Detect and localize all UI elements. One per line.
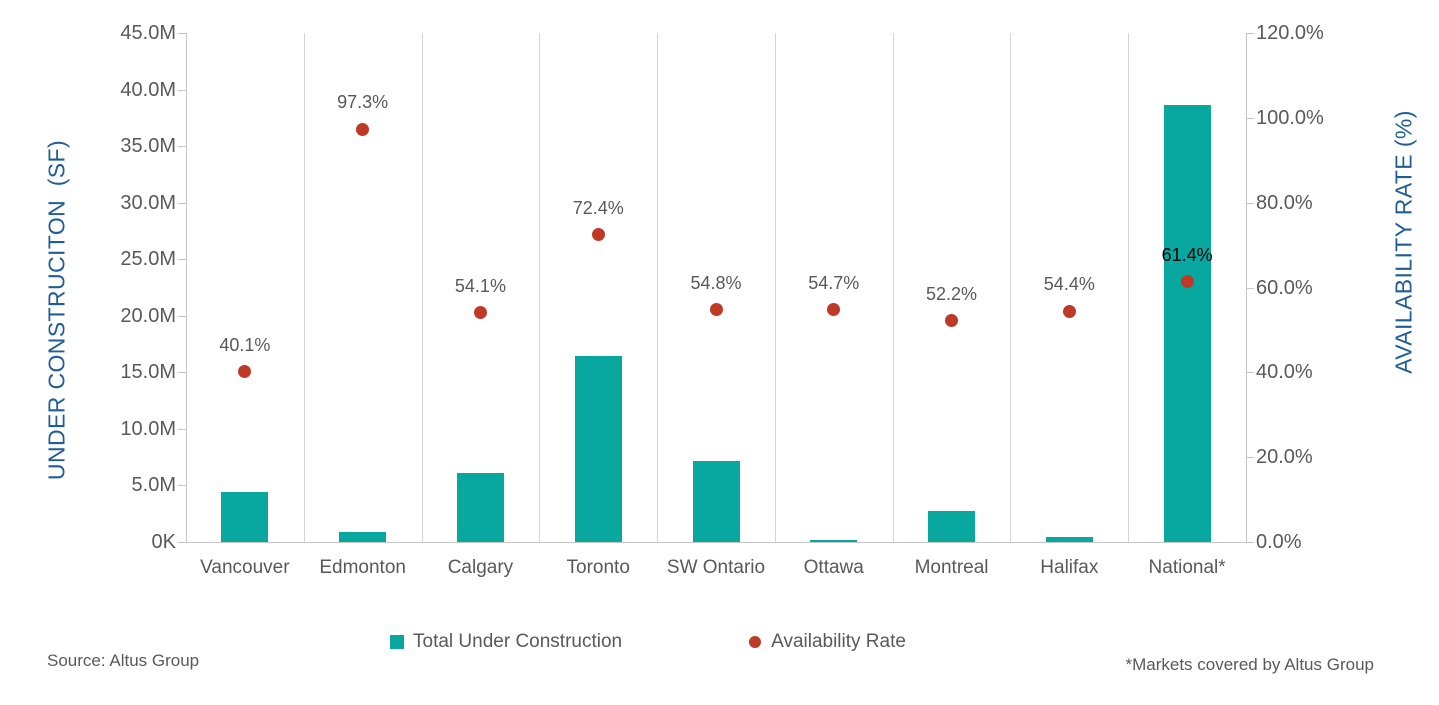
availability-rate-dot xyxy=(827,303,841,317)
left-axis-title: UNDER CONSTRUCITON (SF) xyxy=(43,139,70,481)
availability-rate-dot xyxy=(473,306,487,320)
left-axis-tick-label: 30.0M xyxy=(120,191,176,214)
availability-rate-data-label: 72.4% xyxy=(572,197,624,218)
category-separator-gridline xyxy=(1128,33,1130,542)
availability-rate-dot xyxy=(238,365,252,379)
category-separator-gridline xyxy=(303,33,305,542)
category-label: Montreal xyxy=(914,557,989,578)
left-axis-tick xyxy=(178,485,186,487)
bar-total-under-construction xyxy=(928,511,976,542)
right-axis-tick xyxy=(1246,372,1254,374)
dot-series-swatch-icon xyxy=(749,636,762,648)
legend-item-total-under-construction: Total Under Construction xyxy=(390,631,622,653)
right-axis-tick-label: 40.0% xyxy=(1256,361,1313,384)
category-separator-gridline xyxy=(539,33,541,542)
left-axis-tick-label: 40.0M xyxy=(120,78,176,101)
availability-rate-data-label: 40.1% xyxy=(219,334,271,355)
availability-rate-dot xyxy=(1062,304,1076,318)
category-separator-gridline xyxy=(1010,33,1012,542)
legend-item-availability-rate: Availability Rate xyxy=(749,631,906,653)
right-axis-tick-label: 20.0% xyxy=(1256,446,1313,469)
right-axis-title: AVAILABILITY RATE (%) xyxy=(1390,110,1417,374)
right-axis-tick xyxy=(1246,287,1254,289)
right-axis-tick-label: 120.0% xyxy=(1256,22,1324,44)
left-axis-tick xyxy=(178,428,186,430)
right-axis-tick xyxy=(1246,33,1254,34)
bar-total-under-construction xyxy=(1163,105,1211,542)
source-note: Source: Altus Group xyxy=(47,651,200,670)
category-separator-gridline xyxy=(421,33,423,542)
availability-rate-data-label: 61.4% xyxy=(1161,244,1213,265)
availability-rate-data-label: 54.7% xyxy=(808,272,860,293)
markets-note: *Markets covered by Altus Group xyxy=(1125,655,1374,674)
category-label: National* xyxy=(1148,557,1226,578)
category-separator-gridline xyxy=(774,33,776,542)
x-axis-line xyxy=(178,542,1254,543)
right-axis-tick-label: 60.0% xyxy=(1256,276,1313,299)
left-axis-tick-label: 20.0M xyxy=(120,304,176,327)
legend-label-availability-rate: Availability Rate xyxy=(771,631,906,652)
left-axis-tick-label: 35.0M xyxy=(120,135,176,158)
left-axis-tick xyxy=(178,315,186,317)
availability-rate-dot xyxy=(945,314,959,328)
bar-total-under-construction xyxy=(1045,537,1093,542)
availability-rate-dot xyxy=(356,122,370,136)
bar-series-swatch-icon xyxy=(390,635,404,649)
left-axis-tick xyxy=(178,259,186,261)
category-label: SW Ontario xyxy=(666,557,766,578)
legend-label-total-under-construction: Total Under Construction xyxy=(413,631,623,652)
left-axis-line xyxy=(186,33,187,542)
left-axis-tick xyxy=(178,372,186,374)
availability-rate-data-label: 52.2% xyxy=(926,283,978,304)
availability-rate-data-label: 54.1% xyxy=(454,275,506,296)
right-axis-tick xyxy=(1246,117,1254,119)
category-label: Toronto xyxy=(566,557,630,578)
category-separator-gridline xyxy=(657,33,659,542)
left-axis-tick-label: 25.0M xyxy=(120,248,176,271)
availability-rate-dot xyxy=(591,228,605,242)
availability-rate-data-label: 54.8% xyxy=(690,272,742,293)
bar-total-under-construction xyxy=(339,531,387,542)
category-label: Ottawa xyxy=(803,557,864,578)
bar-total-under-construction xyxy=(574,356,622,542)
left-axis-tick-label: 10.0M xyxy=(120,417,176,440)
left-axis-tick-label: 45.0M xyxy=(120,22,176,44)
left-axis-tick xyxy=(178,33,186,34)
right-axis-tick-label: 100.0% xyxy=(1256,106,1324,129)
category-label: Vancouver xyxy=(200,557,290,578)
left-axis-tick xyxy=(178,542,186,543)
left-axis-tick-label: 0K xyxy=(151,531,176,553)
availability-rate-data-label: 97.3% xyxy=(337,92,389,113)
category-label: Edmonton xyxy=(319,557,406,578)
right-axis-tick-label: 80.0% xyxy=(1256,191,1313,214)
right-axis-tick-label: 0.0% xyxy=(1256,531,1302,553)
right-axis-tick xyxy=(1246,457,1254,459)
bar-total-under-construction xyxy=(810,539,858,542)
left-axis-tick xyxy=(178,89,186,91)
left-axis-tick xyxy=(178,146,186,148)
left-axis-tick xyxy=(178,202,186,204)
availability-rate-data-label: 54.4% xyxy=(1043,274,1095,295)
category-label: Halifax xyxy=(1040,557,1099,578)
bar-total-under-construction xyxy=(221,492,269,542)
bar-total-under-construction xyxy=(692,460,740,542)
bar-total-under-construction xyxy=(456,473,504,542)
right-axis-tick xyxy=(1246,202,1254,204)
category-label: Calgary xyxy=(447,557,514,578)
left-axis-tick-label: 15.0M xyxy=(120,361,176,384)
chart-legend: Total Under Construction Availability Ra… xyxy=(390,631,906,653)
availability-rate-dot xyxy=(1180,275,1194,289)
availability-rate-dot xyxy=(709,303,723,317)
left-axis-tick-label: 5.0M xyxy=(131,474,176,497)
category-separator-gridline xyxy=(892,33,894,542)
right-axis-tick xyxy=(1246,542,1254,543)
